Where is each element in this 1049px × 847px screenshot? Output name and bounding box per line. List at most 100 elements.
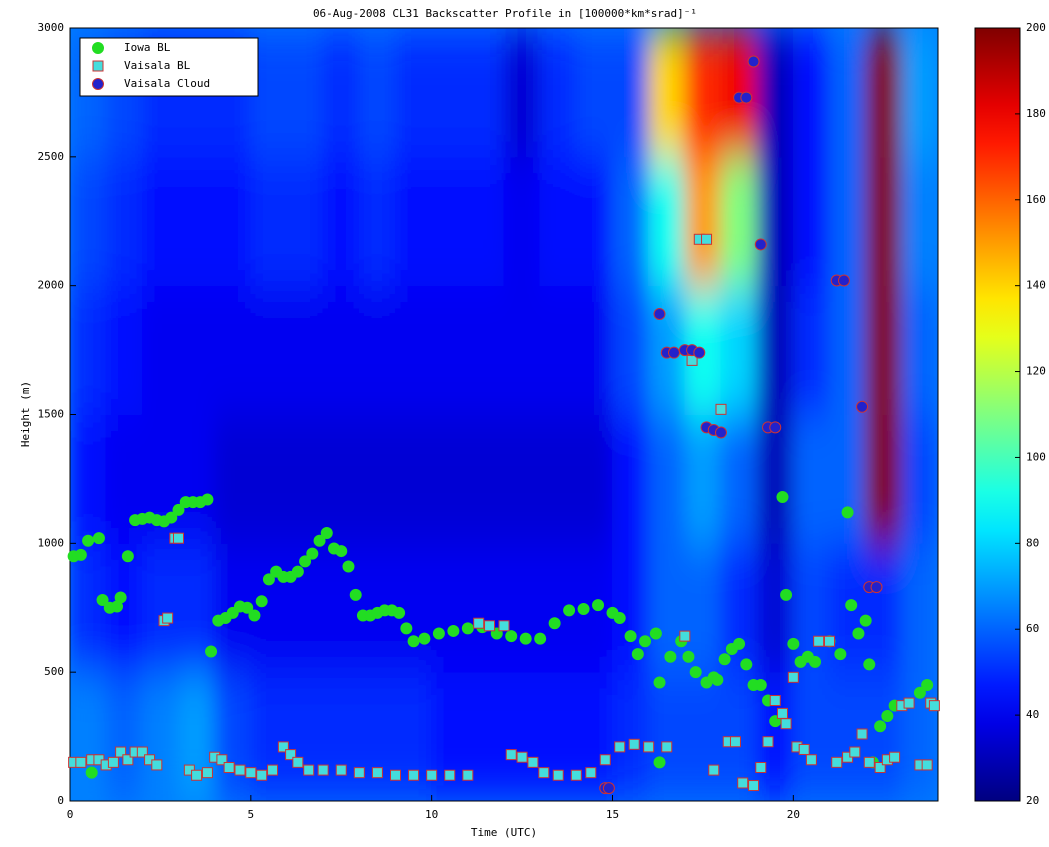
heatmap-cell: [720, 542, 758, 673]
heatmap-cell: [395, 156, 433, 287]
heatmap-cell: [322, 671, 360, 801]
marker: [201, 767, 213, 779]
marker: [849, 746, 861, 758]
marker: [831, 756, 843, 768]
heatmap-cell: [684, 671, 722, 801]
marker: [255, 595, 268, 608]
marker: [285, 749, 297, 761]
marker: [776, 490, 789, 503]
marker: [798, 743, 810, 755]
heatmap-cell: [720, 156, 758, 287]
heatmap-cell: [684, 156, 722, 287]
heatmap-cell: [70, 671, 107, 801]
heatmap-cell: [467, 285, 505, 415]
marker: [216, 754, 228, 766]
marker: [718, 653, 731, 666]
colorbar-tick-label: 40: [1026, 708, 1039, 721]
marker: [418, 632, 431, 645]
marker: [715, 403, 727, 415]
heatmap-cell: [431, 285, 469, 415]
marker: [870, 581, 883, 594]
heatmap-cell: [395, 285, 433, 415]
heatmap-cell: [286, 28, 324, 158]
legend-label: Vaisala BL: [124, 59, 191, 72]
heatmap-cell: [467, 156, 505, 287]
marker: [639, 635, 652, 648]
series: [599, 55, 883, 795]
marker: [519, 632, 532, 645]
heatmap-cell: [250, 414, 288, 544]
marker: [577, 603, 590, 616]
heatmap-cell: [431, 28, 469, 158]
heatmap-cell: [358, 156, 396, 287]
y-tick-label: 0: [57, 794, 64, 807]
heatmap-cell: [358, 671, 396, 801]
marker: [223, 762, 235, 774]
heatmap-cell: [612, 671, 650, 801]
marker: [462, 769, 474, 781]
heatmap-cell: [250, 671, 288, 801]
heatmap-cell: [467, 671, 505, 801]
heatmap-cell: [829, 28, 867, 158]
heatmap-cell: [141, 285, 179, 415]
heatmap-cell: [178, 156, 216, 287]
heatmap-cell: [829, 285, 867, 415]
heatmap-cell: [829, 414, 867, 544]
marker: [92, 532, 105, 545]
marker: [845, 599, 858, 612]
x-tick-label: 10: [425, 808, 438, 821]
y-tick-label: 3000: [38, 21, 65, 34]
heatmap-cell: [141, 671, 179, 801]
heatmap-cell: [467, 28, 505, 158]
marker: [444, 769, 456, 781]
heatmap-cell: [756, 28, 794, 158]
heatmap-cell: [105, 671, 143, 801]
x-tick-label: 5: [248, 808, 255, 821]
marker: [599, 754, 611, 766]
marker: [447, 624, 460, 637]
marker: [643, 741, 655, 753]
heatmap-cell: [286, 671, 324, 801]
marker: [114, 591, 127, 604]
heatmap-cell: [756, 671, 794, 801]
heatmap-cell: [865, 285, 903, 415]
legend-box: [79, 37, 259, 97]
marker: [400, 622, 413, 635]
heatmap-cell: [539, 156, 577, 287]
marker: [737, 777, 749, 789]
marker: [245, 767, 257, 779]
heatmap-cell: [178, 285, 216, 415]
marker: [408, 769, 420, 781]
marker: [234, 764, 246, 776]
colorbar-tick-label: 20: [1026, 794, 1039, 807]
heatmap-cell: [575, 285, 613, 415]
heatmap-cell: [575, 671, 613, 801]
heatmap-cell: [70, 542, 107, 673]
marker: [299, 555, 312, 568]
heatmap-cell: [431, 542, 469, 673]
heatmap-cell: [431, 414, 469, 544]
marker: [162, 612, 174, 624]
heatmap-cell: [250, 542, 288, 673]
marker: [165, 511, 178, 524]
marker: [708, 764, 720, 776]
heatmap-cell: [648, 671, 686, 801]
heatmap-cell: [141, 156, 179, 287]
heatmap-cell: [286, 156, 324, 287]
heatmap-cell: [178, 414, 216, 544]
heatmap-cell: [865, 28, 903, 158]
marker: [303, 764, 315, 776]
heatmap-cell: [901, 542, 938, 673]
heatmap-cell: [431, 671, 469, 801]
heatmap-cell: [178, 671, 216, 801]
heatmap-cell: [720, 285, 758, 415]
y-tick-label: 2500: [38, 150, 65, 163]
marker: [534, 632, 547, 645]
marker: [733, 637, 746, 650]
heatmap-cell: [539, 285, 577, 415]
marker: [75, 756, 87, 768]
marker: [740, 658, 753, 671]
heatmap-cell: [539, 414, 577, 544]
marker: [592, 599, 605, 612]
